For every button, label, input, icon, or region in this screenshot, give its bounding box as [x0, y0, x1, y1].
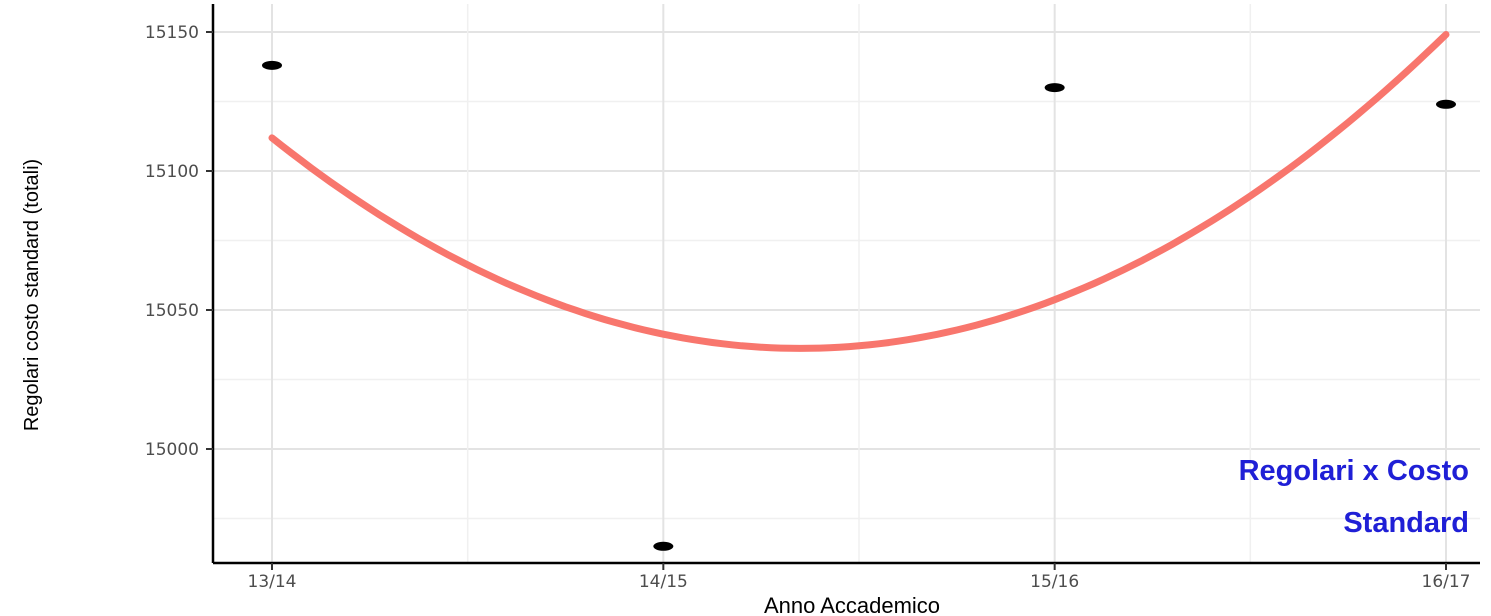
y-tick-label: 15000 [145, 440, 199, 460]
y-tick-label: 15150 [145, 23, 199, 43]
x-tick-label: 13/14 [248, 572, 297, 592]
y-tick-label: 15100 [145, 162, 199, 182]
annotation-line-2: Standard [1343, 507, 1469, 539]
x-tick-label: 16/17 [1422, 572, 1471, 592]
annotation-line-1: Regolari x Costo [1239, 455, 1469, 487]
x-axis-title: Anno Accademico [764, 593, 940, 616]
y-tick-label: 15050 [145, 301, 199, 321]
y-axis-title: Regolari costo standard (totali) [21, 159, 43, 431]
x-tick-label: 15/16 [1030, 572, 1079, 592]
data-point [653, 542, 673, 551]
tick-labels: 15000 15050 15100 15150 13/14 14/15 15/16 16/17 [145, 23, 1471, 592]
data-point [1045, 83, 1065, 92]
data-point [1436, 100, 1456, 109]
data-point [262, 61, 282, 70]
x-tick-label: 14/15 [639, 572, 688, 592]
